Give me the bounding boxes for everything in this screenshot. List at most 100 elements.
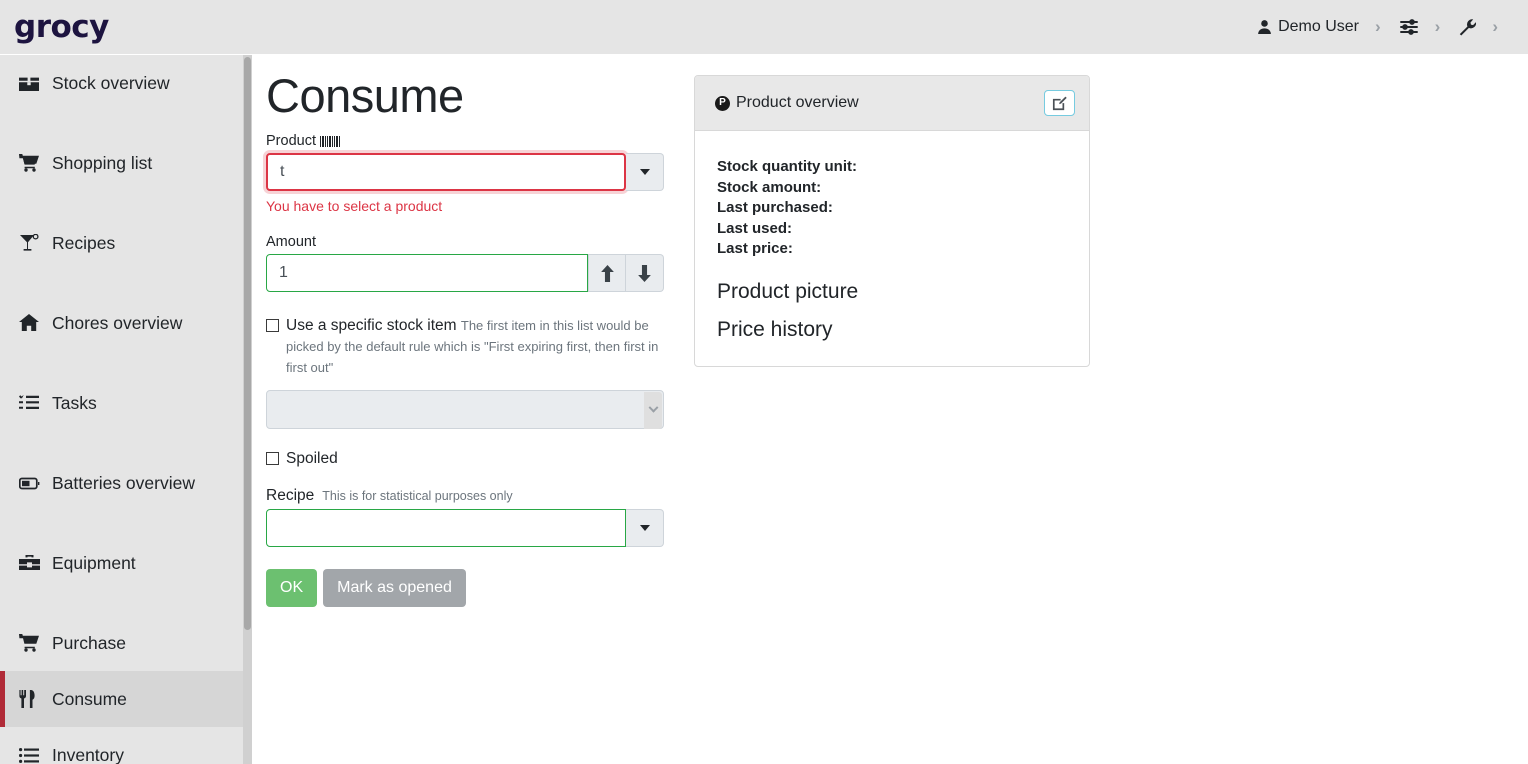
product-input[interactable] (266, 153, 626, 191)
sidebar-item-label: Consume (52, 688, 127, 709)
specific-stock-select-arrow (644, 392, 662, 429)
arrow-up-icon (600, 264, 614, 282)
ok-button[interactable]: OK (266, 569, 318, 607)
recipe-input-group (266, 509, 664, 547)
shopping-cart-icon (19, 634, 45, 652)
navbar-user-menu[interactable]: Demo User (1253, 18, 1363, 36)
amount-input[interactable] (266, 254, 588, 292)
sidebar-item-inventory[interactable]: Inventory (0, 727, 244, 764)
amount-decrement-button[interactable] (626, 254, 664, 292)
amount-label-row: Amount (266, 234, 666, 250)
product-overview-card: P Product overview Stock quantity unit: … (694, 75, 1090, 367)
edit-product-button[interactable] (1044, 90, 1075, 116)
sidebar-item-label: Inventory (52, 744, 124, 764)
chevron-right-icon-user[interactable]: › (1374, 17, 1381, 36)
recipe-label-row: Recipe This is for statistical purposes … (266, 487, 666, 505)
specific-stock-checkbox[interactable] (266, 319, 279, 332)
cocktail-icon (19, 234, 45, 252)
sidebar-spacer (0, 111, 244, 135)
app-brand-logo[interactable]: grocy (14, 9, 109, 45)
mark-as-opened-button[interactable]: Mark as opened (323, 569, 466, 607)
recipe-label: Recipe (266, 487, 315, 504)
specific-stock-select (266, 390, 664, 429)
chevron-right-icon-settings[interactable]: › (1434, 17, 1441, 36)
utensils-icon (19, 690, 45, 708)
toolbox-icon (19, 555, 45, 571)
product-input-group (266, 153, 664, 191)
sidebar-item-purchase[interactable]: Purchase (0, 615, 244, 671)
consume-form: Product You have to select a product Amo… (266, 133, 666, 607)
product-error-message: You have to select a product (266, 198, 443, 214)
sidebar-item-label: Equipment (52, 552, 136, 573)
sidebar-item-shopping-list[interactable]: Shopping list (0, 135, 244, 191)
caret-down-icon (639, 169, 650, 175)
chevron-down-icon (648, 402, 658, 413)
edit-pencil-square-icon (1052, 96, 1067, 110)
sidebar-item-label: Shopping list (52, 152, 153, 173)
product-label-row: Product (266, 133, 666, 149)
product-overview-card-body: Stock quantity unit: Stock amount: Last … (695, 131, 1089, 366)
box-icon (19, 75, 45, 92)
home-icon (19, 314, 45, 332)
specific-stock-text: Use a specific stock item The first item… (286, 315, 666, 378)
spoiled-label: Spoiled (286, 450, 338, 467)
product-overview-card-header: P Product overview (695, 76, 1089, 131)
navbar-right-group: Demo User › › › (1253, 17, 1512, 37)
recipe-dropdown-toggle[interactable] (626, 509, 664, 547)
sidebar-item-label: Recipes (52, 232, 116, 253)
navbar-settings-menu[interactable] (1395, 18, 1423, 36)
card-field-last-purchased: Last purchased: (717, 199, 833, 216)
sidebar-scrollbar-thumb[interactable] (244, 57, 251, 630)
sidebar-item-recipes[interactable]: Recipes (0, 215, 244, 271)
card-field-last-used: Last used: (717, 219, 793, 237)
sidebar-item-stock-overview[interactable]: Stock overview (0, 55, 244, 111)
sidebar-nav: Stock overview Shopping list Recipes (0, 55, 252, 764)
product-dropdown-toggle[interactable] (626, 153, 664, 191)
wrench-icon (1458, 18, 1477, 36)
spoiled-checkbox[interactable] (266, 452, 279, 465)
recipe-help: This is for statistical purposes only (322, 489, 513, 503)
sidebar-spacer (0, 351, 244, 375)
sidebar-scroll-zone: Stock overview Shopping list Recipes (0, 55, 244, 764)
sidebar-item-consume[interactable]: Consume (0, 671, 244, 727)
card-section-price-history: Price history (717, 317, 833, 341)
tasks-icon (19, 395, 45, 411)
amount-label: Amount (266, 234, 316, 250)
main-content: Consume Product You have to select a pro… (252, 55, 1528, 764)
card-field-last-price: Last price: (717, 240, 793, 257)
list-icon (19, 747, 45, 763)
sidebar-item-chores-overview[interactable]: Chores overview (0, 295, 244, 351)
battery-icon (19, 477, 45, 490)
sidebar-spacer (0, 591, 244, 615)
card-field-stock-quantity-unit: Stock quantity unit: (717, 158, 857, 175)
product-label: Product (266, 133, 316, 149)
card-field-stock-amount: Stock amount: (717, 178, 822, 196)
sidebar-item-label: Chores overview (52, 312, 183, 333)
spoiled-checkbox-row[interactable]: Spoiled (266, 448, 666, 469)
barcode-icon[interactable] (319, 135, 340, 147)
recipe-input[interactable] (266, 509, 626, 547)
navbar-tools-menu[interactable] (1454, 18, 1480, 36)
chevron-right-icon-tools[interactable]: › (1492, 17, 1498, 36)
sidebar-item-batteries-overview[interactable]: Batteries overview (0, 455, 244, 511)
amount-input-group (266, 254, 664, 292)
sidebar-item-equipment[interactable]: Equipment (0, 535, 244, 591)
sidebar-item-tasks[interactable]: Tasks (0, 375, 244, 431)
page-title: Consume (266, 69, 464, 122)
navbar-user-label: Demo User (1278, 18, 1359, 35)
specific-stock-help: The first item in this list would be pic… (286, 318, 659, 375)
form-actions: OK Mark as opened (266, 569, 666, 607)
amount-increment-button[interactable] (588, 254, 626, 292)
sidebar-item-label: Purchase (52, 632, 126, 653)
sidebar-spacer (0, 431, 244, 455)
caret-down-icon (639, 525, 650, 531)
sidebar-item-label: Tasks (52, 392, 97, 413)
sidebar-scrollbar-track[interactable] (243, 55, 252, 764)
user-icon (1257, 19, 1272, 35)
top-navbar: grocy Demo User › (0, 0, 1528, 54)
sliders-icon (1399, 18, 1419, 36)
product-overview-title-row: P Product overview (715, 94, 859, 112)
specific-stock-checkbox-row[interactable]: Use a specific stock item The first item… (266, 315, 666, 378)
sidebar-spacer (0, 191, 244, 215)
shopping-cart-icon (19, 154, 45, 172)
